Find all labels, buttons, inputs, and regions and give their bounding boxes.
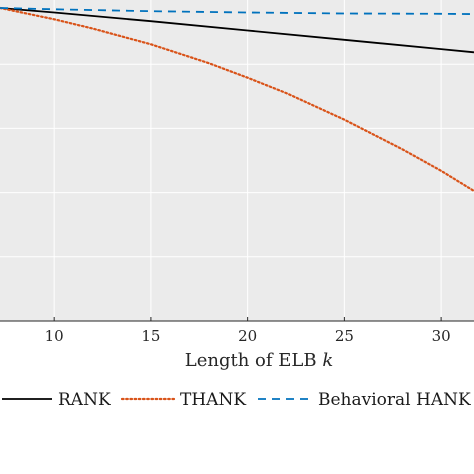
series-line-1 xyxy=(0,6,474,193)
x-axis-label: Length of ELB k xyxy=(185,350,333,371)
x-axis-variable: k xyxy=(322,350,333,371)
axes xyxy=(0,317,474,322)
series-lines xyxy=(0,6,474,193)
series-line-2 xyxy=(0,7,474,15)
legend: RANK THANK Behavioral HANK xyxy=(2,390,471,410)
grid-lines xyxy=(0,0,474,321)
x-tick-label: 20 xyxy=(238,327,257,345)
x-tick-labels: 10 15 20 25 30 xyxy=(45,327,451,345)
legend-label-0: RANK xyxy=(58,390,111,410)
x-tick-label: 25 xyxy=(335,327,354,345)
x-tick-label: 15 xyxy=(141,327,160,345)
legend-label-2: Behavioral HANK xyxy=(318,390,471,410)
series-line-0 xyxy=(0,7,474,54)
plot-area-background xyxy=(0,0,474,321)
legend-label-1: THANK xyxy=(180,390,246,410)
x-tick-label: 30 xyxy=(432,327,451,345)
x-axis-label-text: Length of ELB xyxy=(185,350,317,371)
x-tick-label: 10 xyxy=(45,327,64,345)
